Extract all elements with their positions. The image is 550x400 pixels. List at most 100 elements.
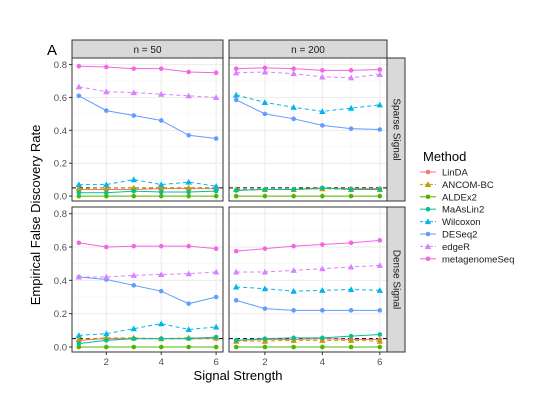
data-point	[291, 344, 296, 350]
data-point	[233, 298, 239, 303]
series-line	[78, 86, 217, 98]
data-point	[104, 344, 109, 350]
legend-item: MaAsLin2	[420, 205, 484, 216]
data-point	[158, 271, 165, 278]
data-point	[262, 336, 268, 341]
data-point	[290, 70, 297, 77]
data-point	[131, 283, 137, 288]
data-point	[262, 65, 268, 71]
series-metagenomeseq	[233, 65, 383, 73]
data-point	[186, 243, 191, 249]
data-point	[213, 188, 219, 194]
data-point	[348, 308, 354, 313]
panel: 0.0 0.2 0.4 0.6 0.8	[54, 57, 224, 203]
data-point	[103, 330, 110, 337]
data-point	[75, 332, 83, 338]
data-point	[158, 288, 164, 294]
series-line	[78, 179, 217, 187]
data-point	[233, 66, 239, 71]
series-edger	[75, 83, 220, 101]
data-point	[347, 74, 355, 81]
data-point	[261, 268, 269, 275]
data-point	[158, 320, 165, 327]
data-point	[376, 337, 384, 344]
data-point	[320, 68, 325, 73]
data-point	[186, 193, 191, 199]
series-edger	[75, 268, 220, 280]
data-point	[103, 88, 110, 95]
series-wilcoxon	[75, 320, 220, 338]
y-tick-label: 0.4	[54, 276, 67, 287]
series-wilcoxon	[232, 283, 384, 294]
data-point	[262, 193, 268, 199]
data-point	[320, 193, 325, 199]
data-point	[186, 69, 191, 75]
data-point	[131, 188, 137, 194]
data-point	[158, 189, 164, 195]
data-point	[291, 187, 296, 192]
legend-item: edgeR	[420, 242, 470, 253]
data-point	[319, 265, 326, 272]
data-point	[212, 183, 220, 189]
series-metagenomeseq	[76, 63, 219, 76]
data-point	[212, 94, 220, 101]
data-point	[103, 181, 110, 188]
x-tick-label: 6	[377, 357, 382, 368]
data-point	[232, 268, 240, 275]
data-point	[320, 308, 325, 313]
series-maaslin2	[233, 332, 383, 343]
series-deseq2	[233, 97, 383, 132]
series-line	[236, 299, 380, 311]
data-point	[130, 89, 137, 96]
data-point	[186, 189, 191, 195]
data-point	[186, 132, 191, 138]
legend-label: LinDA	[442, 168, 469, 179]
data-point	[291, 193, 296, 199]
y-tick-label: 0.6	[54, 243, 67, 254]
data-point	[261, 68, 269, 75]
data-point	[186, 344, 191, 350]
data-point	[319, 108, 326, 114]
data-point	[76, 190, 82, 196]
series-line	[78, 188, 217, 190]
data-point	[131, 193, 137, 199]
data-point	[186, 301, 191, 306]
legend-marker	[425, 256, 431, 262]
legend-item: Wilcoxon	[420, 217, 481, 228]
data-point	[376, 262, 384, 268]
data-point	[131, 336, 137, 341]
legend-label: edgeR	[442, 242, 470, 253]
data-point	[130, 325, 137, 332]
data-point	[158, 193, 164, 199]
data-point	[130, 176, 137, 183]
legend-label: Wilcoxon	[442, 217, 481, 228]
data-point	[347, 104, 355, 111]
data-point	[232, 283, 240, 290]
legend-marker	[425, 206, 431, 212]
data-point	[320, 335, 325, 341]
data-point	[377, 187, 383, 192]
data-point	[104, 193, 109, 199]
data-point	[185, 184, 192, 191]
series-aldex2	[233, 193, 383, 199]
series-line	[236, 334, 380, 341]
data-point	[76, 63, 82, 69]
data-point	[261, 99, 269, 105]
data-point	[233, 97, 239, 103]
row-strip-label: Sparse Signal	[391, 98, 402, 160]
legend-title: Method	[423, 149, 466, 164]
data-point	[104, 338, 109, 343]
data-point	[348, 333, 354, 339]
y-tick-label: 0.0	[54, 343, 67, 354]
data-point	[213, 334, 219, 340]
data-point	[232, 91, 240, 98]
series-wilcoxon	[232, 91, 384, 114]
panel-border	[228, 206, 388, 353]
data-point	[291, 66, 296, 71]
data-point	[320, 185, 325, 191]
data-point	[75, 83, 83, 90]
series-aldex2	[76, 344, 219, 350]
y-axis-label: Empirical False Discovery Rate	[28, 125, 43, 306]
data-point	[320, 242, 325, 247]
